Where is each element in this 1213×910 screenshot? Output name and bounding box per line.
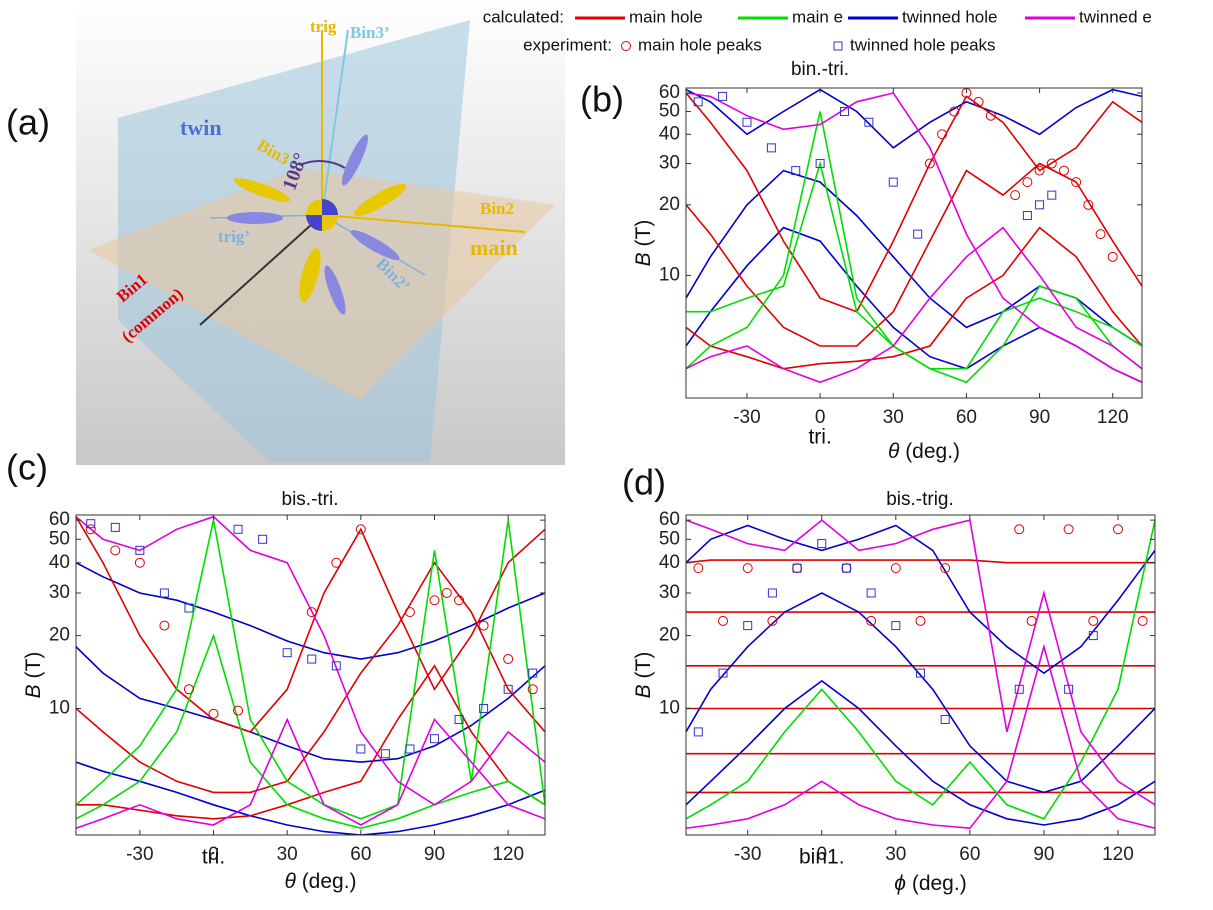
- y-axis-label: B (T): [632, 220, 655, 267]
- x-tick-label: 120: [1102, 844, 1134, 865]
- y-tick-label: 50: [659, 528, 680, 549]
- x-axis-label: ϕ (deg.): [894, 872, 966, 895]
- x-tick-label: 90: [1029, 407, 1050, 428]
- pocket: [227, 212, 283, 224]
- chart-title: bis.-tri.: [282, 489, 339, 510]
- x-axis-label: θ (deg.): [284, 870, 356, 893]
- y-tick-label: 40: [659, 123, 680, 144]
- legend-label: main hole: [629, 7, 703, 26]
- legend-label: main e: [792, 7, 843, 26]
- y-tick-label: 10: [659, 697, 680, 718]
- y-axis-unit: (T): [22, 652, 45, 679]
- y-tick-label: 20: [659, 625, 680, 646]
- x-tick-label: 60: [959, 844, 980, 865]
- y-axis-label: B (T): [632, 652, 655, 699]
- x-axis-symbol: θ: [888, 440, 900, 463]
- figure: trig Bin3’ twin Bin3 108° Bin2 trig’ mai…: [0, 0, 1213, 905]
- x-axis-symbol: θ: [284, 870, 296, 893]
- y-tick-label: 40: [49, 552, 70, 573]
- chart-title: bis.-trig.: [886, 489, 954, 510]
- x-tick-label: 60: [956, 407, 977, 428]
- x-tick-label: 30: [885, 844, 906, 865]
- x-axis-symbol: ϕ: [894, 872, 906, 895]
- y-tick-label: 50: [49, 528, 70, 549]
- x-tick-label: 90: [424, 844, 445, 865]
- label-twin: twin: [180, 115, 222, 140]
- legend-heading: experiment:: [523, 35, 612, 54]
- label-bin3p: Bin3’: [350, 23, 390, 42]
- y-axis-label: B (T): [22, 652, 45, 699]
- y-tick-label: 20: [49, 625, 70, 646]
- y-axis-symbol: B: [22, 684, 45, 698]
- legend-label: twinned hole peaks: [850, 35, 996, 54]
- x-tick-label: 90: [1033, 844, 1054, 865]
- panel-label: (d): [622, 462, 666, 503]
- x-axis-unit: (deg.): [912, 872, 967, 895]
- legend-swatch: [834, 42, 842, 50]
- y-tick-label: 60: [659, 82, 680, 103]
- label-main: main: [470, 235, 518, 260]
- x-tick-label: -30: [734, 844, 761, 865]
- x-tick-label: -30: [733, 407, 760, 428]
- y-axis-symbol: B: [632, 684, 655, 698]
- annotation: tri.: [808, 426, 831, 449]
- label-trig: trig: [310, 17, 337, 36]
- legend-label: twinned e: [1079, 7, 1152, 26]
- x-tick-label: 30: [277, 844, 298, 865]
- legend-label: main hole peaks: [638, 35, 762, 54]
- y-tick-label: 30: [49, 582, 70, 603]
- chart: -300306090120102030405060bis.-tri.tri.θ …: [22, 489, 545, 893]
- panel-label: (b): [580, 79, 624, 120]
- x-tick-label: 120: [492, 844, 524, 865]
- y-tick-label: 30: [659, 582, 680, 603]
- panel-label: (a): [6, 102, 50, 143]
- x-axis-unit: (deg.): [302, 870, 357, 893]
- y-tick-label: 10: [49, 697, 70, 718]
- annotation: bin1.: [799, 846, 845, 869]
- panel-a-diagram: trig Bin3’ twin Bin3 108° Bin2 trig’ mai…: [76, 0, 565, 465]
- y-tick-label: 60: [659, 509, 680, 530]
- y-tick-label: 60: [49, 509, 70, 530]
- y-tick-label: 30: [659, 153, 680, 174]
- y-tick-label: 20: [659, 194, 680, 215]
- y-axis-unit: (T): [632, 220, 655, 247]
- chart-title: bin.-tri.: [791, 59, 849, 80]
- legend-label: twinned hole: [902, 7, 997, 26]
- y-axis-symbol: B: [632, 252, 655, 266]
- chart: -300306090120102030405060bis.-trig.bin1.…: [632, 489, 1155, 895]
- x-axis-label: θ (deg.): [888, 440, 960, 463]
- label-trigp: trig’: [218, 227, 250, 246]
- x-tick-label: 120: [1097, 407, 1129, 428]
- legend-swatch: [622, 42, 631, 51]
- x-tick-label: -30: [126, 844, 153, 865]
- y-tick-label: 50: [659, 101, 680, 122]
- annotation: tri.: [202, 846, 225, 869]
- x-tick-label: 30: [883, 407, 904, 428]
- legend: calculated: experiment: main hole main e twi…: [483, 7, 1152, 54]
- x-tick-label: 60: [350, 844, 371, 865]
- legend-heading: calculated:: [483, 7, 564, 26]
- plot-area: [76, 515, 545, 835]
- y-tick-label: 40: [659, 552, 680, 573]
- panel-label: (c): [6, 447, 48, 488]
- y-tick-label: 10: [659, 264, 680, 285]
- label-bin2: Bin2: [480, 199, 514, 218]
- y-axis-unit: (T): [632, 652, 655, 679]
- x-axis-unit: (deg.): [905, 440, 960, 463]
